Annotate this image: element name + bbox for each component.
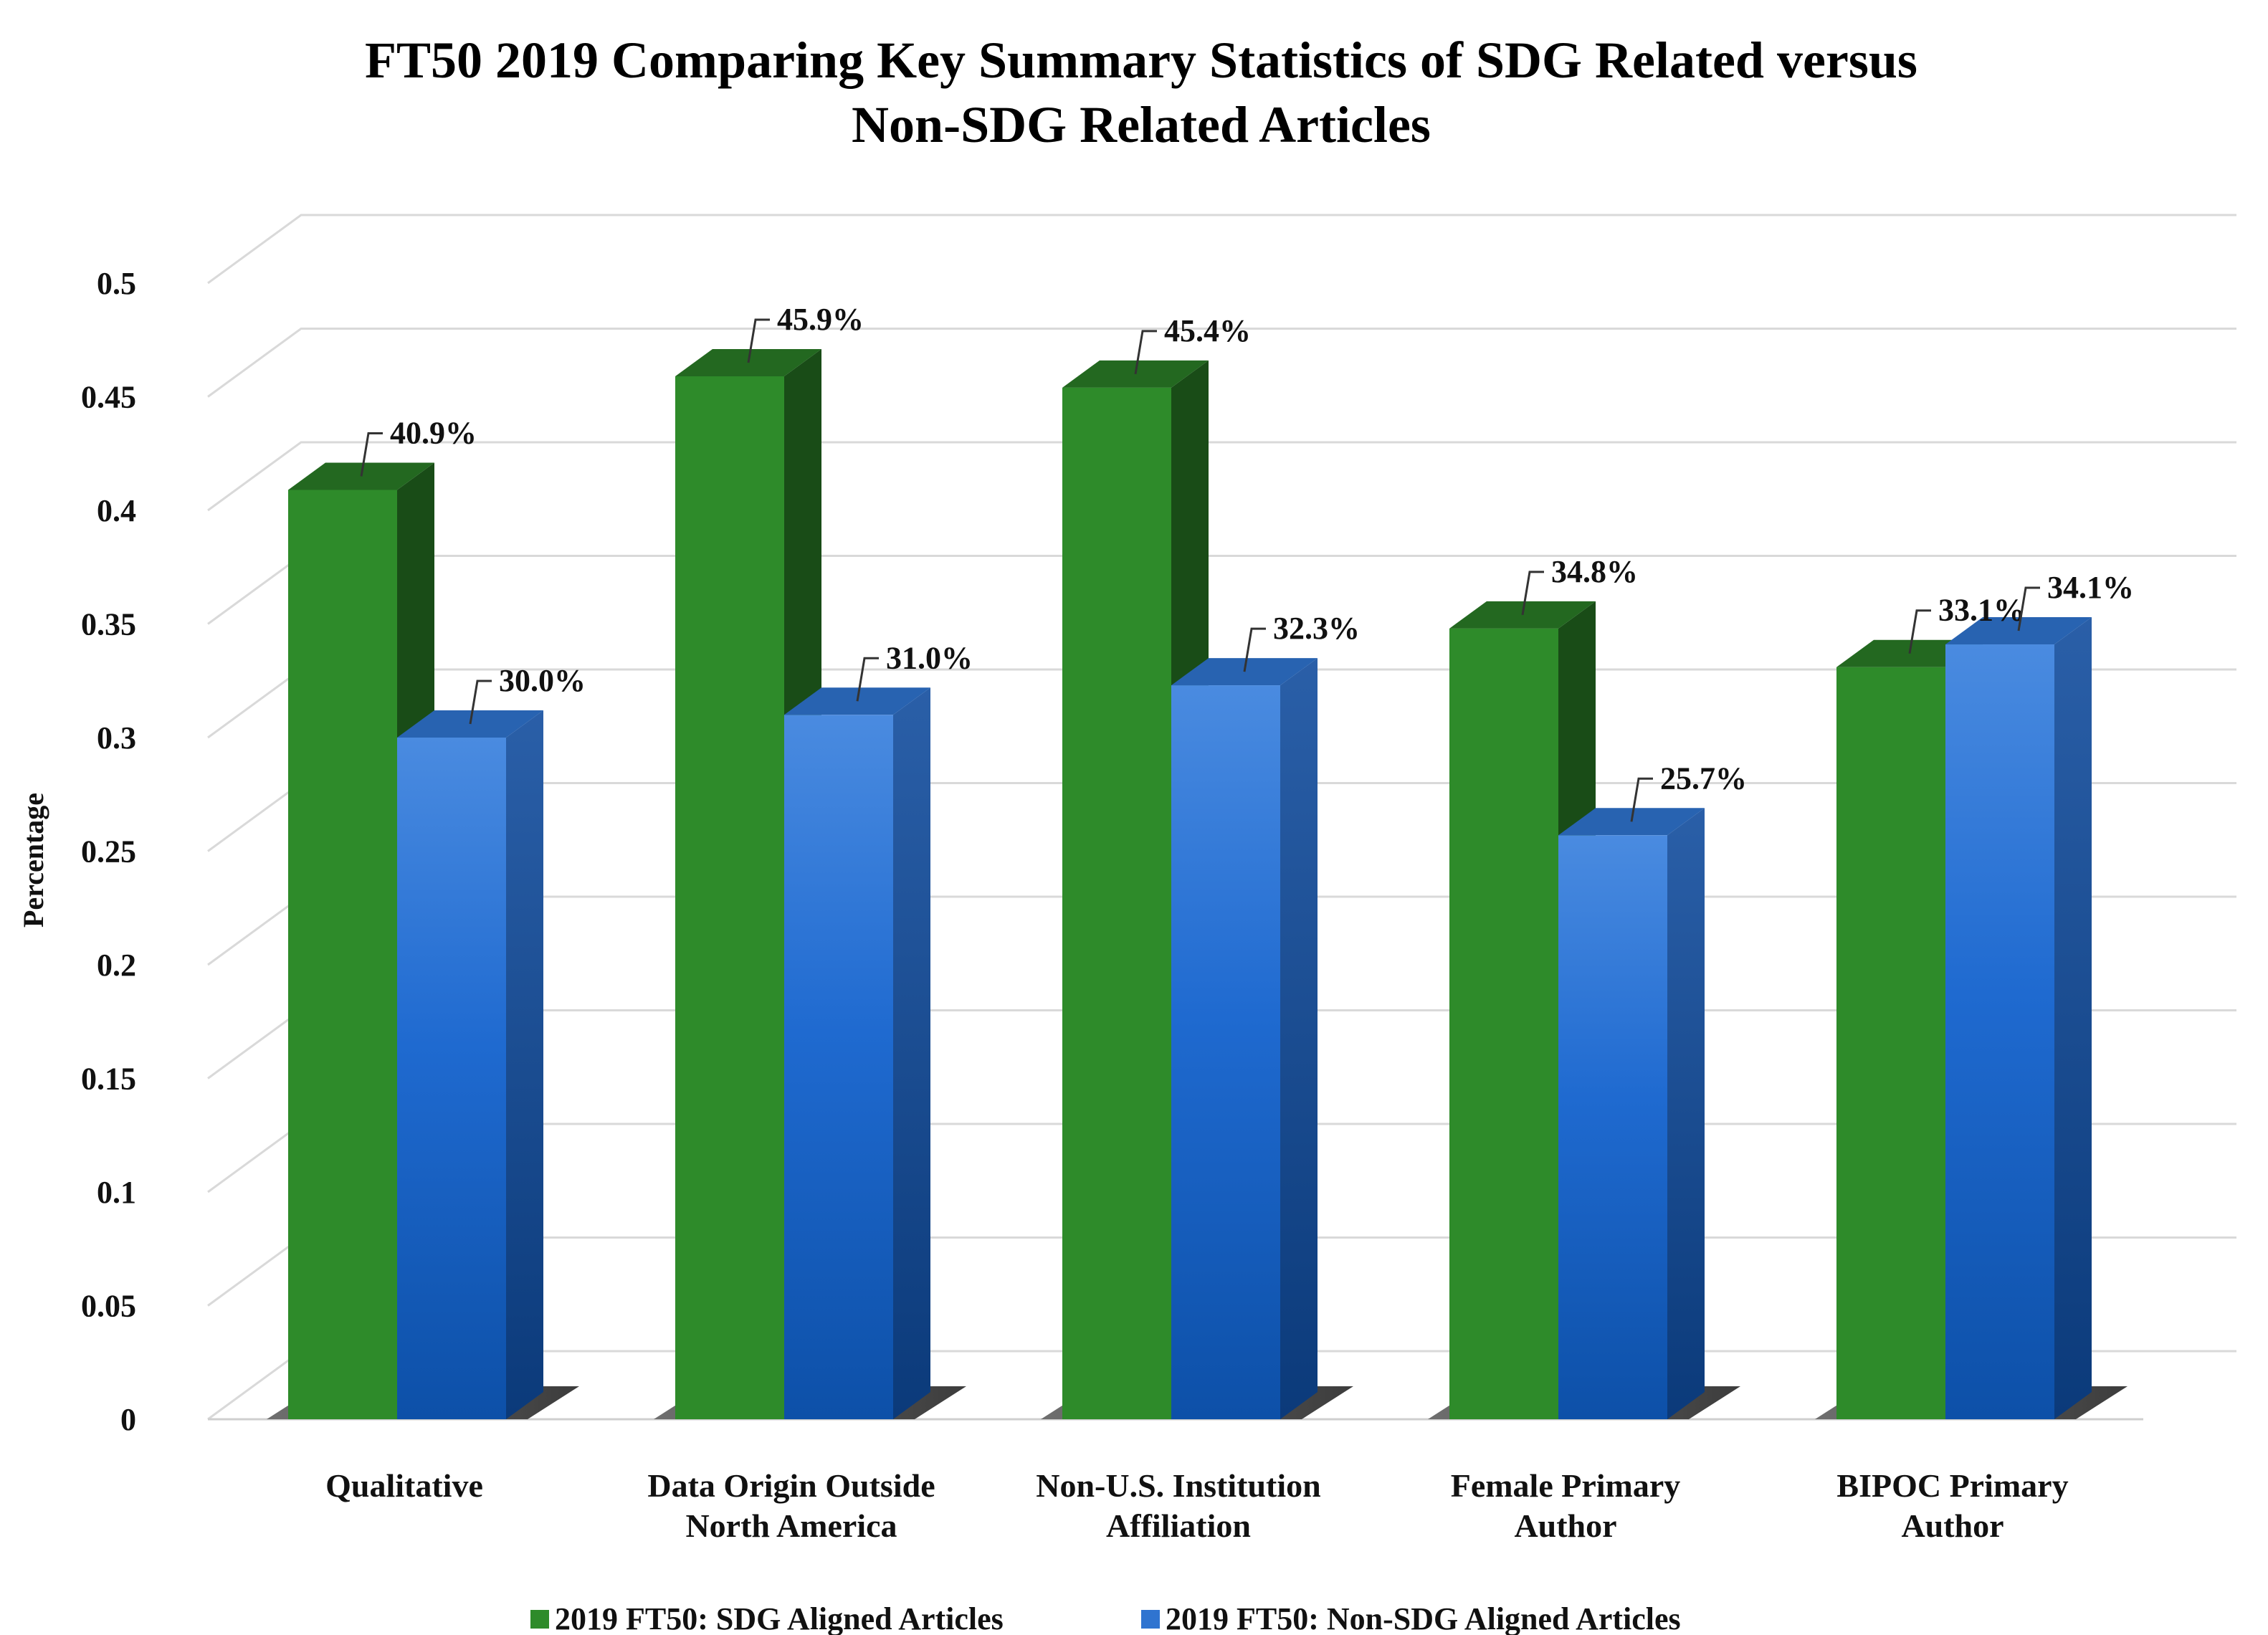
data-label: 32.3%	[1273, 611, 1360, 646]
title-line-2: Non-SDG Related Articles	[852, 96, 1431, 153]
data-label-leader	[1134, 330, 1157, 375]
gridline	[207, 328, 2236, 398]
category-label: Author	[1514, 1507, 1616, 1544]
category-label: Data Origin Outside	[647, 1467, 935, 1504]
bar-sdg	[288, 490, 397, 1419]
category-label: Non-U.S. Institution	[1036, 1467, 1321, 1504]
bar-side	[506, 710, 543, 1419]
data-label-leader	[856, 657, 879, 702]
y-tick-label: 0.15	[81, 1062, 136, 1097]
bars	[267, 348, 2128, 1420]
data-label-leader	[747, 318, 770, 363]
bar-non-sdg	[1558, 835, 1667, 1419]
y-tick-label: 0.5	[97, 266, 136, 301]
bar-non-sdg	[1171, 685, 1280, 1419]
y-tick-label: 0	[120, 1402, 136, 1437]
bar-side	[1667, 808, 1705, 1419]
data-label-leader	[1521, 571, 1544, 616]
y-tick-label: 0.25	[81, 834, 136, 869]
data-label: 30.0%	[499, 663, 586, 698]
legend-label: 2019 FT50: SDG Aligned Articles	[555, 1601, 1004, 1635]
bar-non-sdg	[784, 715, 893, 1419]
bar-sdg	[1836, 667, 1945, 1419]
y-tick-label: 0.3	[97, 720, 136, 755]
data-label: 45.4%	[1164, 313, 1251, 348]
gridline	[207, 214, 2236, 285]
y-tick-label: 0.1	[97, 1175, 136, 1210]
chart-title: FT50 2019 Comparing Key Summary Statisti…	[365, 32, 1917, 153]
data-label: 34.8%	[1551, 554, 1638, 589]
category-label: BIPOC Primary	[1836, 1467, 2068, 1504]
y-tick-label: 0.35	[81, 607, 136, 642]
gridline	[207, 441, 2236, 512]
legend-swatch-sdg	[530, 1610, 549, 1629]
legend: 2019 FT50: SDG Aligned Articles 2019 FT50…	[530, 1601, 1681, 1635]
data-label: 34.1%	[2047, 570, 2134, 605]
category-label: Author	[1901, 1507, 2003, 1544]
legend-label: 2019 FT50: Non-SDG Aligned Articles	[1166, 1601, 1681, 1635]
data-label-leader	[469, 680, 492, 725]
legend-swatch-non-sdg	[1141, 1610, 1160, 1629]
data-label-leader	[1908, 609, 1931, 654]
data-label: 31.0%	[886, 640, 973, 675]
bar-sdg	[675, 376, 784, 1419]
bar-non-sdg	[1945, 644, 2054, 1419]
bar-side	[1280, 658, 1318, 1419]
data-label: 33.1%	[1938, 593, 2025, 628]
bar-non-sdg	[397, 738, 506, 1419]
bar-side	[2054, 617, 2092, 1419]
data-label-leader	[360, 432, 383, 477]
y-tick-label: 0.2	[97, 948, 136, 983]
category-label: North America	[685, 1507, 897, 1544]
gridline	[207, 555, 2236, 625]
y-axis-label: Percentage	[17, 793, 49, 928]
category-label: Qualitative	[325, 1467, 483, 1504]
data-label: 40.9%	[390, 415, 477, 450]
category-label: Affiliation	[1106, 1507, 1251, 1544]
data-label-leader	[2017, 586, 2040, 631]
y-axis-ticks: 0 0.05 0.1 0.15 0.2 0.25 0.3 0.35 0.4 0.45 0.5	[81, 266, 136, 1437]
data-label: 45.9%	[777, 302, 864, 337]
y-tick-label: 0.05	[81, 1289, 136, 1324]
bar-side	[893, 687, 930, 1419]
data-label-leader	[1243, 627, 1266, 672]
data-label: 25.7%	[1660, 761, 1747, 796]
y-tick-label: 0.4	[97, 493, 136, 528]
bar-sdg	[1449, 628, 1558, 1419]
data-label-leader	[1630, 777, 1653, 822]
title-line-1: FT50 2019 Comparing Key Summary Statisti…	[365, 32, 1917, 89]
bar-sdg	[1062, 387, 1171, 1419]
y-tick-label: 0.45	[81, 380, 136, 415]
data-labels: 40.9% 30.0% 45.9% 31.0% 45.4% 32.3% 34.8% 25.7%…	[360, 302, 2134, 822]
category-label: Female Primary	[1451, 1467, 1681, 1504]
